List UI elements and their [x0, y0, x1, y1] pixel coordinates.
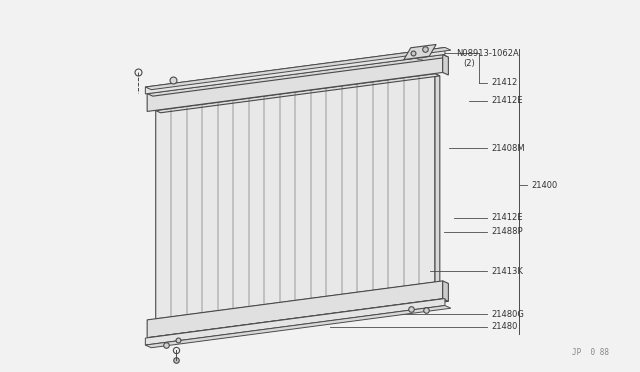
Text: 21480: 21480: [492, 323, 518, 331]
Polygon shape: [147, 281, 443, 338]
Polygon shape: [145, 48, 451, 90]
Polygon shape: [145, 299, 445, 345]
Polygon shape: [147, 55, 449, 96]
Polygon shape: [443, 281, 449, 301]
Polygon shape: [147, 299, 449, 340]
Text: 21488P: 21488P: [492, 227, 523, 236]
Text: Ⓝ: Ⓝ: [417, 49, 422, 59]
Text: 21400: 21400: [531, 180, 557, 189]
Polygon shape: [145, 305, 451, 348]
Polygon shape: [404, 44, 436, 60]
Text: 21408M: 21408M: [492, 144, 525, 153]
Polygon shape: [156, 74, 440, 113]
Text: N08913-1062A: N08913-1062A: [456, 48, 519, 58]
Polygon shape: [435, 74, 440, 284]
Text: 21412E: 21412E: [492, 96, 523, 105]
Text: 21412: 21412: [492, 78, 518, 87]
Polygon shape: [145, 48, 445, 94]
Text: (2): (2): [463, 60, 475, 68]
Text: 21412E: 21412E: [492, 213, 523, 222]
Text: 21413K: 21413K: [492, 267, 523, 276]
Polygon shape: [147, 55, 443, 112]
Polygon shape: [156, 74, 435, 319]
Text: JP  0 88: JP 0 88: [572, 348, 609, 357]
Text: 21480G: 21480G: [492, 310, 524, 318]
Polygon shape: [443, 55, 449, 75]
